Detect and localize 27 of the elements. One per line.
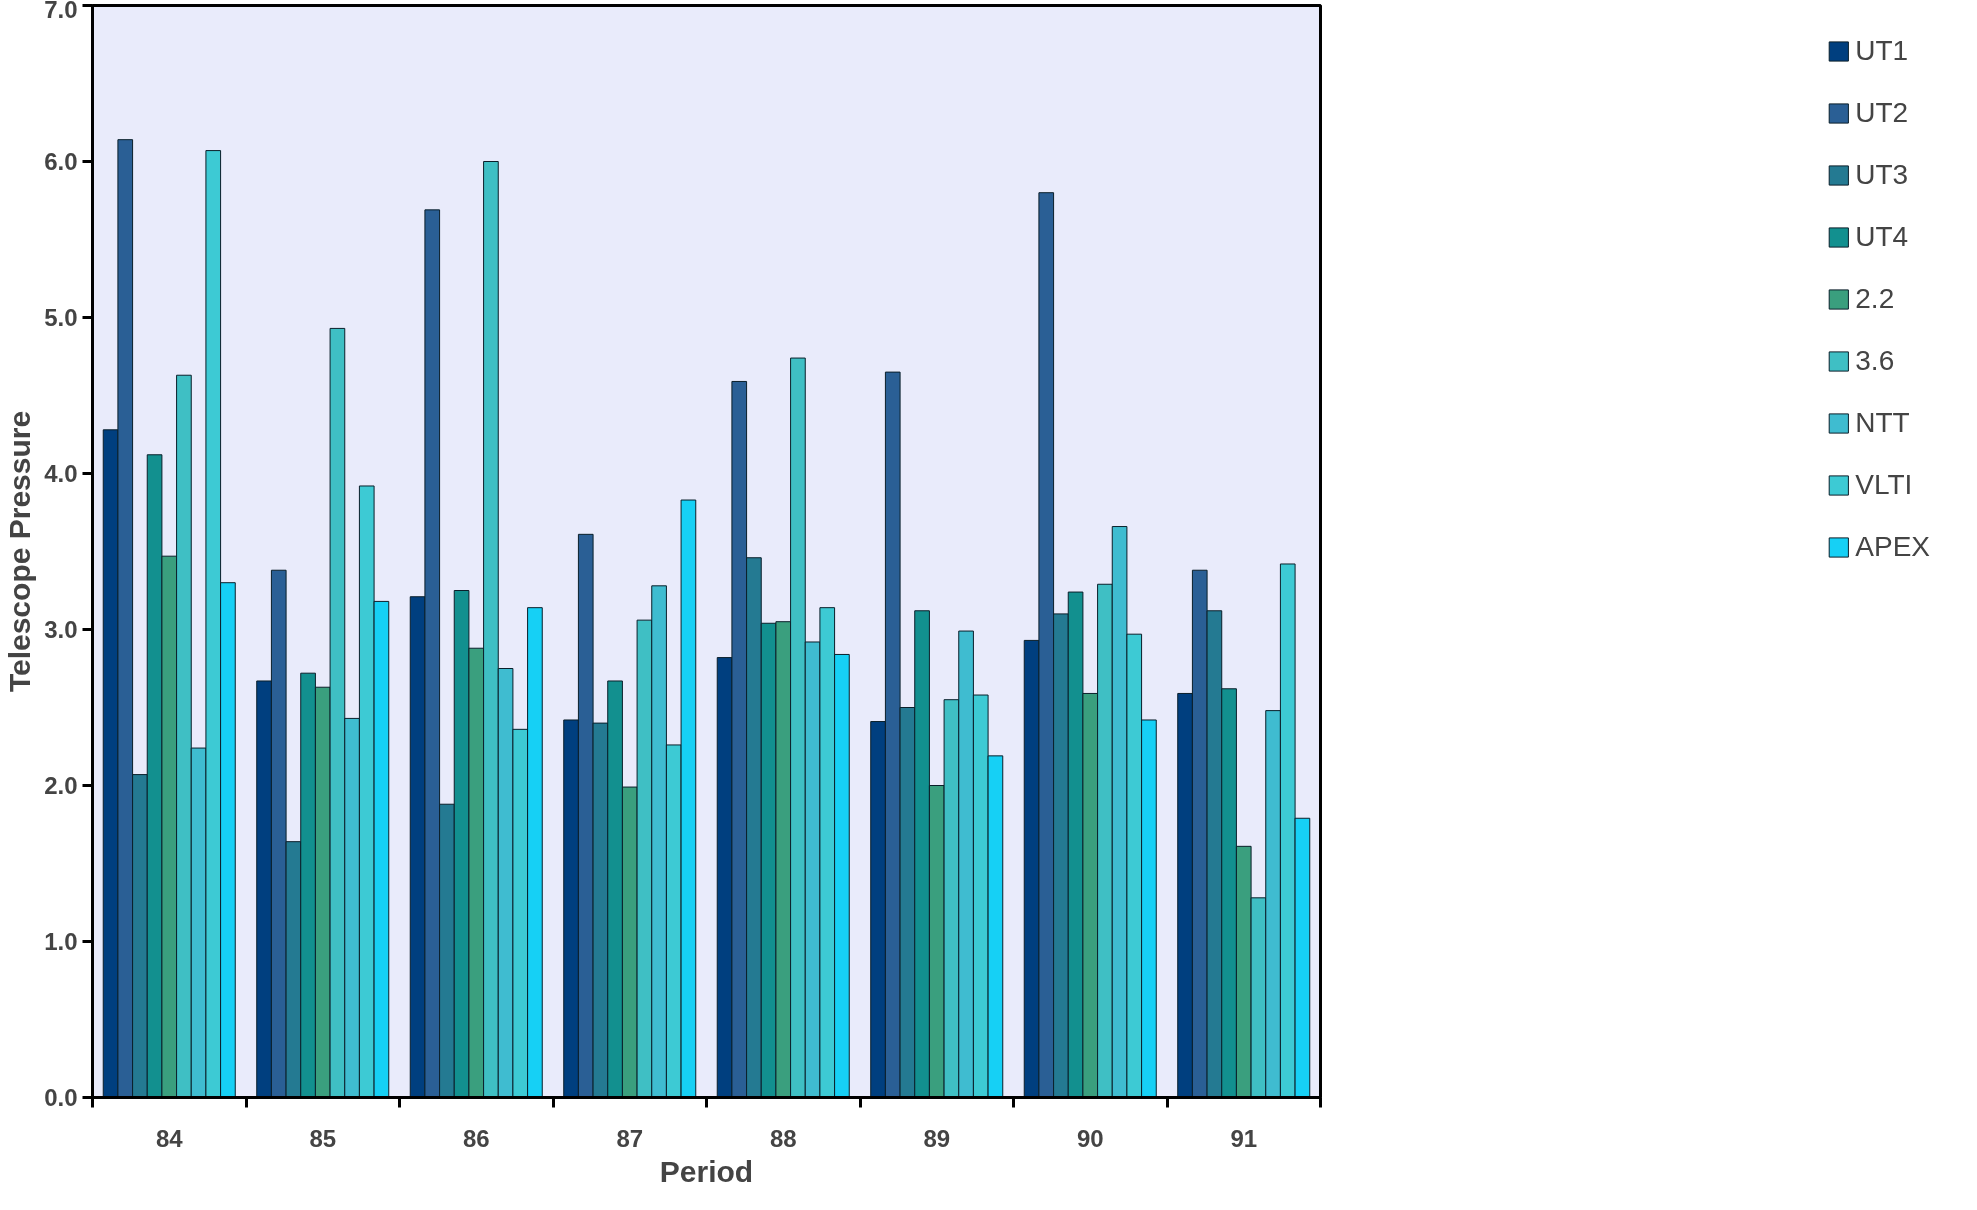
x-tick-label: 88 <box>769 1124 797 1152</box>
y-tick-label: 5.0 <box>44 304 78 331</box>
x-axis-title: Period <box>659 1154 754 1188</box>
legend-label: UT4 <box>1855 221 1909 253</box>
legend-label: APEX <box>1855 531 1930 563</box>
legend-label: 2.2 <box>1855 283 1895 315</box>
x-tick-label: 91 <box>1230 1124 1258 1152</box>
x-tick-label: 89 <box>923 1124 951 1152</box>
y-tick-label: 3.0 <box>44 616 78 643</box>
y-tick-label: 2.0 <box>44 772 78 799</box>
legend-label: UT2 <box>1855 97 1909 129</box>
y-tick-label: 7.0 <box>44 0 78 23</box>
legend-label: NTT <box>1855 407 1910 439</box>
x-tick-label: 84 <box>155 1124 184 1152</box>
legend-label: UT1 <box>1855 35 1909 67</box>
y-tick-label: 0.0 <box>44 1084 78 1111</box>
legend-label: 3.6 <box>1855 345 1895 377</box>
x-tick-label: 86 <box>462 1124 490 1152</box>
y-axis-title: Telescope Pressure <box>3 410 37 693</box>
legend-label: UT3 <box>1855 159 1909 191</box>
y-tick-label: 4.0 <box>44 460 78 487</box>
y-tick-label: 6.0 <box>44 148 78 175</box>
x-tick-label: 90 <box>1076 1124 1104 1152</box>
x-tick-label: 87 <box>616 1124 644 1152</box>
legend-label: VLTI <box>1855 469 1913 501</box>
x-tick-label: 85 <box>309 1124 337 1152</box>
y-tick-label: 1.0 <box>44 928 78 955</box>
